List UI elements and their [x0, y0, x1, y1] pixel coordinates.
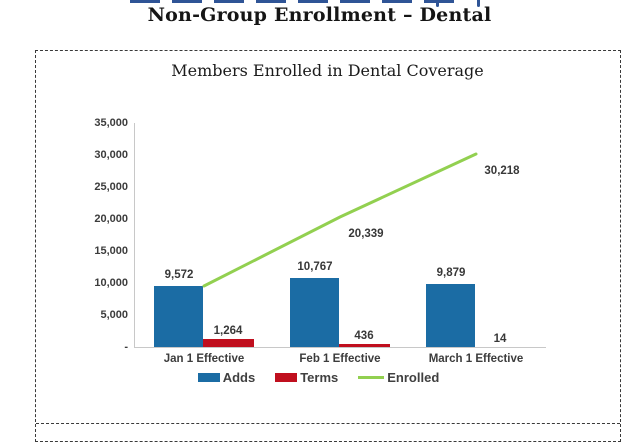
adds-value-label: 9,572: [164, 269, 194, 281]
legend-item-adds: Adds: [197, 370, 256, 385]
terms-bar: [203, 339, 254, 347]
enrolled-value-label: 20,339: [348, 228, 384, 240]
y-axis-tick-label: -: [124, 341, 128, 353]
x-axis-line: [134, 347, 546, 348]
y-axis-tick-label: 25,000: [94, 181, 128, 193]
x-axis-category-label: Feb 1 Effective: [299, 353, 381, 365]
clipped-letter-descender: [477, 0, 480, 7]
y-axis-tick-label: 5,000: [100, 309, 128, 321]
x-axis-category-label: March 1 Effective: [428, 353, 524, 365]
adds-bar: [154, 286, 203, 347]
legend-item-terms: Terms: [275, 370, 338, 385]
adds-bar: [426, 284, 475, 347]
clipped-blue-heading: [130, 0, 480, 7]
enrolled-value-label: 30,218: [484, 165, 520, 177]
legend-swatch-enrolled: [358, 376, 385, 379]
terms-value-label: 1,264: [213, 325, 243, 337]
terms-value-label: 436: [354, 330, 374, 342]
clipped-letter-descender: [436, 0, 439, 7]
terms-bar: [339, 344, 390, 347]
legend-label: Enrolled: [387, 370, 440, 385]
legend-swatch-adds: [197, 373, 220, 382]
y-axis-tick-label: 10,000: [94, 277, 128, 289]
adds-value-label: 10,767: [297, 261, 333, 273]
legend-swatch-terms: [275, 373, 298, 382]
adds-value-label: 9,879: [436, 267, 466, 279]
chart-legend: Adds Terms Enrolled: [35, 370, 602, 385]
adds-bar: [290, 278, 339, 347]
legend-label: Terms: [300, 370, 339, 385]
y-axis-tick-label: 15,000: [94, 245, 128, 257]
y-axis-tick-label: 20,000: [94, 213, 128, 225]
y-axis-tick-label: 35,000: [94, 117, 128, 129]
terms-value-label: 14: [493, 333, 507, 345]
y-axis-line: [134, 123, 135, 347]
table-row-divider: [36, 423, 620, 424]
page-title: Non-Group Enrollment – Dental: [147, 4, 492, 26]
x-axis-category-label: Jan 1 Effective: [163, 353, 245, 365]
legend-item-enrolled: Enrolled: [358, 370, 439, 385]
legend-label: Adds: [222, 370, 256, 385]
chart-title: Members Enrolled in Dental Coverage: [171, 61, 484, 80]
y-axis-tick-label: 30,000: [94, 149, 128, 161]
